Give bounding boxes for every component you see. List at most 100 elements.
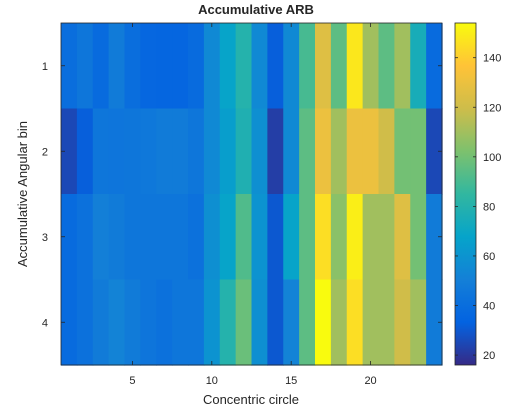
heatmap-cell — [235, 194, 253, 281]
heatmap-cell — [203, 194, 221, 281]
heatmap-cell — [410, 279, 427, 366]
heatmap-cell — [108, 23, 126, 110]
heatmap-cell — [156, 279, 173, 366]
x-tick-label: 10 — [206, 375, 218, 387]
x-tick-label: 20 — [364, 375, 376, 387]
heatmap-cell — [76, 23, 94, 110]
y-tick-label: 4 — [42, 317, 48, 329]
heatmap-cell — [299, 23, 316, 110]
colorbar-ticks: 20 40 60 80 100 120 140 — [455, 53, 501, 362]
heatmap-cell — [410, 108, 427, 195]
heatmap-cell — [283, 108, 300, 195]
heatmap-cell — [219, 194, 237, 281]
heatmap-cell — [330, 108, 348, 195]
heatmap-cell — [330, 23, 348, 110]
heatmap-cell — [426, 279, 443, 366]
y-tick-label: 3 — [42, 232, 48, 244]
heatmap-cell — [362, 194, 380, 281]
heatmap-cell — [346, 108, 364, 195]
heatmap-cell — [251, 194, 268, 281]
heatmap-cell — [92, 108, 110, 195]
heatmap-cell — [283, 279, 300, 366]
heatmap-cell — [219, 279, 237, 366]
heatmap-cell — [378, 108, 395, 195]
heatmap-cell — [156, 108, 173, 195]
heatmap-cell — [346, 194, 364, 281]
colorbar-tick-label: 100 — [483, 152, 501, 164]
heatmap-cell — [283, 23, 300, 110]
heatmap-cell — [251, 279, 268, 366]
heatmap-cell — [362, 279, 380, 366]
heatmap-cell — [299, 194, 316, 281]
heatmap-cell — [315, 279, 332, 366]
heatmap-cell — [251, 108, 268, 195]
heatmap-cell — [346, 279, 364, 366]
heatmap-cell — [378, 23, 395, 110]
colorbar-tick-label: 40 — [483, 301, 495, 313]
heatmap-cell — [426, 194, 443, 281]
heatmap-cell — [188, 108, 205, 195]
heatmap-cell — [92, 194, 110, 281]
heatmap-cell — [172, 23, 189, 110]
x-axis-ticks: 5 10 15 20 — [129, 23, 377, 387]
heatmap-cell — [140, 194, 157, 281]
heatmap-cell — [315, 23, 332, 110]
heatmap-cell — [219, 108, 237, 195]
heatmap-cell — [267, 279, 284, 366]
heatmap-cell — [346, 23, 364, 110]
heatmap-cell — [172, 194, 189, 281]
heatmap-cell — [378, 194, 395, 281]
heatmap-cell — [330, 194, 348, 281]
y-tick-label: 2 — [42, 146, 48, 158]
heatmap-cell — [410, 23, 427, 110]
heatmap-cell — [124, 279, 141, 366]
heatmap-cell — [61, 194, 78, 281]
heatmap-cell — [108, 279, 126, 366]
heatmap-cell — [315, 108, 332, 195]
heatmap-cell — [378, 279, 395, 366]
colorbar-tick-label: 120 — [483, 102, 501, 114]
heatmap-cell — [203, 279, 221, 366]
heatmap-cell — [394, 108, 411, 195]
x-tick-label: 15 — [285, 375, 297, 387]
y-axis-label: Accumulative Angular bin — [15, 121, 30, 267]
plot-frame — [60, 22, 443, 366]
colorbar — [454, 22, 477, 366]
heatmap-cell — [140, 108, 157, 195]
heatmap-cell — [394, 194, 411, 281]
heatmap-cell — [140, 23, 157, 110]
heatmap-cell — [394, 23, 411, 110]
y-tick-label: 1 — [42, 61, 48, 73]
heatmap-cell — [108, 194, 126, 281]
y-axis-ticks: 1 2 3 4 — [42, 61, 442, 329]
heatmap-cell — [188, 279, 205, 366]
heatmap-cell — [283, 194, 300, 281]
heatmap-cell — [330, 279, 348, 366]
heatmap-cell — [124, 23, 141, 110]
heatmap-cell — [267, 194, 284, 281]
heatmap-cell — [219, 23, 237, 110]
heatmap-cell — [362, 108, 380, 195]
colorbar-tick-label: 80 — [483, 201, 495, 213]
heatmap-cell — [172, 279, 189, 366]
heatmap-cell — [203, 108, 221, 195]
heatmap-cell — [188, 23, 205, 110]
heatmap-cell — [235, 23, 253, 110]
heatmap-cell — [108, 108, 126, 195]
heatmap-cell — [140, 279, 157, 366]
heatmap-cell — [188, 194, 205, 281]
heatmap-cell — [362, 23, 380, 110]
heatmap-cell — [92, 23, 110, 110]
chart-title: Accumulative ARB — [198, 2, 314, 17]
heatmap-cell — [426, 108, 443, 195]
heatmap-cell — [124, 108, 141, 195]
heatmap-cell — [156, 194, 173, 281]
colorbar-tick-label: 60 — [483, 251, 495, 263]
heatmap-cell — [124, 194, 141, 281]
heatmap-cell — [92, 279, 110, 366]
heatmap-cells — [61, 23, 443, 366]
heatmap-cell — [267, 23, 284, 110]
heatmap-cell — [394, 279, 411, 366]
heatmap-cell — [235, 108, 253, 195]
